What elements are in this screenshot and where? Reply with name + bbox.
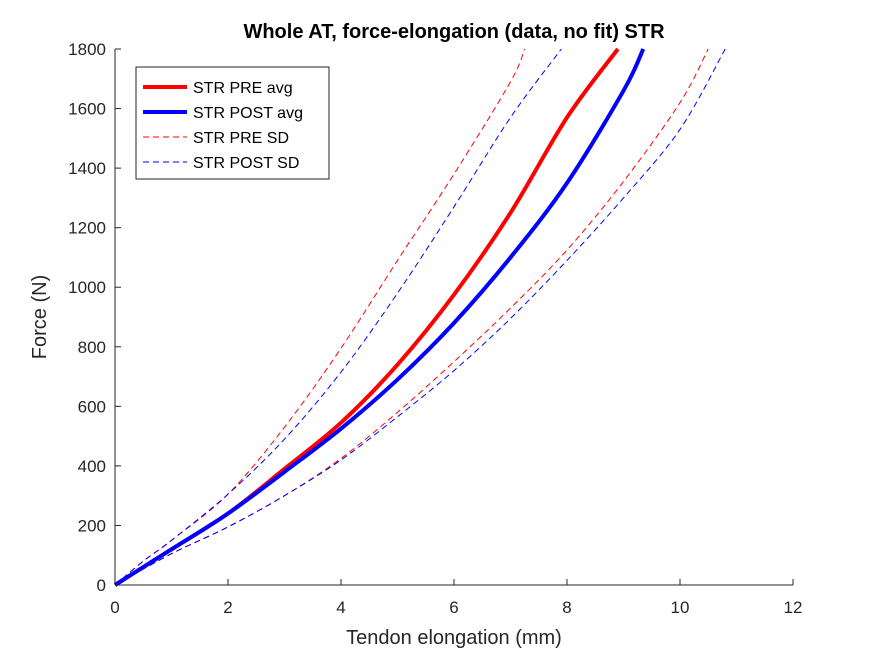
x-tick-label: 6 [449, 598, 458, 617]
legend-label: STR POST SD [193, 155, 299, 172]
y-tick-label: 600 [78, 397, 106, 416]
y-tick-label: 1200 [68, 219, 106, 238]
y-tick-label: 0 [97, 576, 106, 595]
y-tick-label: 1800 [68, 40, 106, 59]
x-tick-label: 4 [336, 598, 345, 617]
chart-title: Whole AT, force-elongation (data, no fit… [243, 21, 665, 43]
y-axis-label: Force (N) [29, 275, 51, 359]
y-tick-label: 1400 [68, 159, 106, 178]
y-tick-label: 800 [78, 338, 106, 357]
x-tick-label: 12 [784, 598, 803, 617]
y-tick-label: 200 [78, 516, 106, 535]
series-line-sd-band-4 [114, 48, 709, 586]
legend-label: STR PRE avg [193, 80, 293, 97]
legend: STR PRE avg STR POST avg STR PRE SD STR POS… [135, 66, 330, 180]
x-tick-label: 2 [223, 598, 232, 617]
x-tick-label: 10 [671, 598, 690, 617]
y-axis-ticks: 0 200 400 600 800 1000 1200 1400 1600 1800 [68, 40, 121, 595]
y-tick-label: 400 [78, 457, 106, 476]
x-tick-label: 8 [562, 598, 571, 617]
series-line-sd-band-5 [114, 48, 726, 586]
x-axis-ticks: 0 2 4 6 8 10 12 [110, 579, 802, 617]
x-tick-label: 0 [110, 598, 119, 617]
legend-label: STR PRE SD [193, 130, 289, 147]
y-tick-label: 1000 [68, 278, 106, 297]
series-layer [113, 47, 726, 587]
x-axis-label: Tendon elongation (mm) [346, 627, 562, 649]
series-line-str-post-sd [114, 48, 562, 586]
y-tick-label: 1600 [68, 100, 106, 119]
legend-label: STR POST avg [193, 105, 303, 122]
series-line-str-post-avg [113, 48, 646, 587]
